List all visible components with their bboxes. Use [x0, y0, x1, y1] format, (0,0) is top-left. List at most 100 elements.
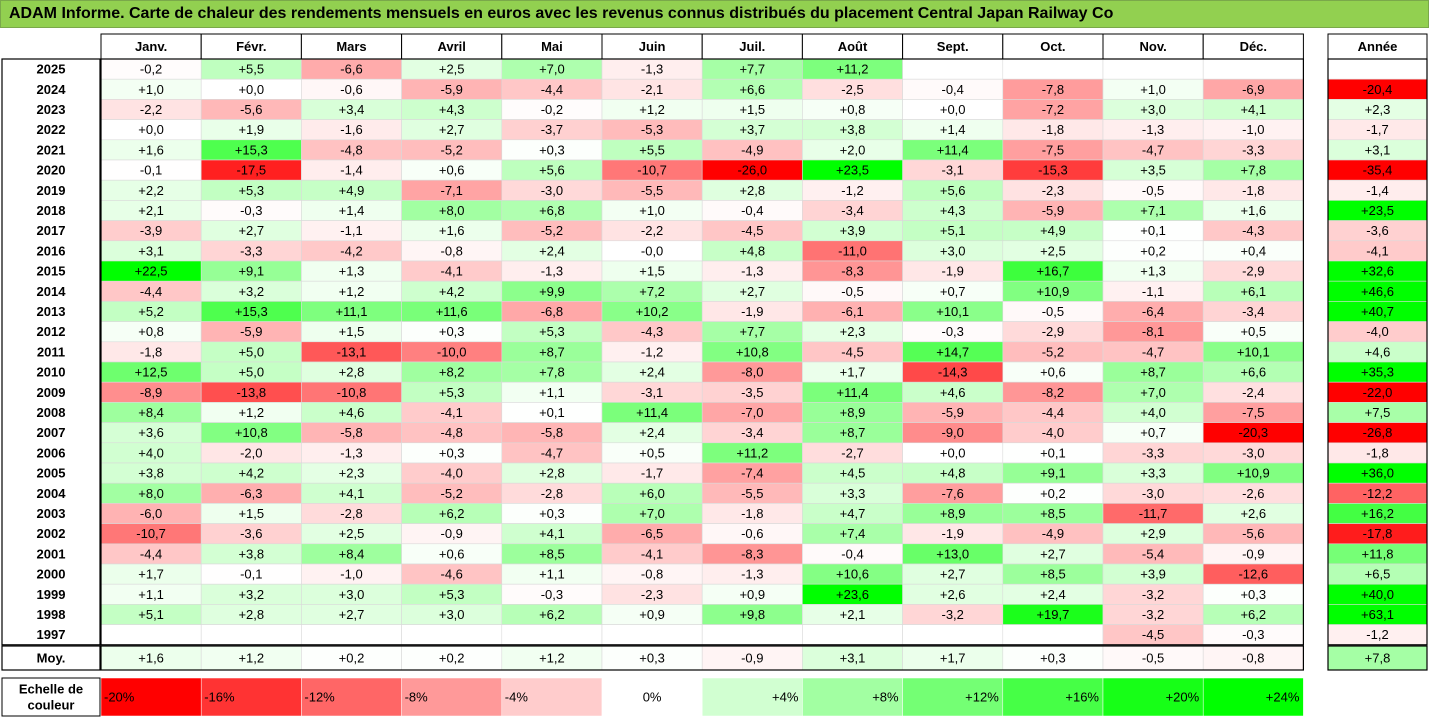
heat-cell-value: +0,1 [539, 405, 565, 420]
heat-cell-value: +3,2 [238, 284, 264, 299]
heat-cell-value: +3,8 [238, 546, 264, 561]
heat-cell-value: +1,6 [1240, 203, 1266, 218]
heat-cell-value: +1,7 [138, 567, 164, 582]
annual-cell-value: +23,5 [1361, 203, 1394, 218]
heat-cell-value: -2,8 [541, 486, 563, 501]
heat-cell-value: +2,0 [840, 142, 866, 157]
scale-swatch-label: +20% [1166, 690, 1200, 705]
heat-cell-value: +2,1 [840, 607, 866, 622]
heat-cell-value: +3,0 [1140, 102, 1166, 117]
annual-cell-value: +16,2 [1361, 506, 1394, 521]
heat-cell-value: -2,7 [841, 445, 863, 460]
scale-label-line2: couleur [28, 698, 75, 713]
heat-cell-value: +10,9 [1036, 284, 1069, 299]
heat-cell-value: +2,2 [138, 183, 164, 198]
annual-cell-value: -35,4 [1363, 163, 1393, 178]
average-cell [802, 645, 903, 671]
heat-cell-value: -1,3 [741, 264, 763, 279]
heat-cell-value: -4,8 [440, 425, 462, 440]
heat-cell-value: +23,5 [836, 163, 869, 178]
heat-cell-value: +0,2 [1040, 486, 1066, 501]
heat-cell-value: +10,8 [736, 344, 769, 359]
average-cell [301, 645, 402, 671]
heat-cell-value: -0,3 [541, 587, 563, 602]
annual-cell-value: -20,4 [1363, 82, 1393, 97]
heat-cell-value: -5,3 [641, 122, 663, 137]
heat-cell-value: -3,4 [1242, 304, 1264, 319]
heat-cell-value: +1,0 [639, 203, 665, 218]
heat-cell-value: +5,6 [539, 163, 565, 178]
heat-cell-value: +11,4 [837, 385, 869, 400]
heat-cell-value: -3,5 [741, 385, 763, 400]
heat-cell-value: -10,0 [437, 344, 467, 359]
heat-cell-value: +0,0 [940, 102, 966, 117]
heat-cell-value: -4,7 [1142, 344, 1164, 359]
scale-swatch-label: -20% [104, 690, 135, 705]
scale-swatch-label: -4% [505, 690, 529, 705]
year-label: 2006 [37, 445, 66, 460]
heat-cell-value: -3,4 [841, 203, 863, 218]
heat-cell-value: +0,1 [1040, 445, 1066, 460]
heat-cell-value: -5,9 [240, 324, 262, 339]
scale-swatch-label: -12% [304, 690, 335, 705]
heat-cell-value: -4,4 [1042, 405, 1064, 420]
heat-cell-value: +8,7 [840, 425, 866, 440]
heat-cell-value: +11,1 [336, 304, 368, 319]
month-header-cell [501, 33, 603, 60]
heat-cell-value: +3,6 [138, 425, 164, 440]
heat-cell-value: +10,9 [1237, 466, 1270, 481]
scale-swatch-label: 0% [643, 690, 662, 705]
annual-cell-value: -26,8 [1363, 425, 1393, 440]
heat-cell-value: -4,4 [140, 284, 162, 299]
heat-cell-value: -4,5 [741, 223, 763, 238]
heat-cell-value: -4,5 [1142, 627, 1164, 642]
heat-cell-value: -3,9 [140, 223, 162, 238]
heat-cell [1002, 58, 1104, 80]
annual-cell-value: +3,1 [1365, 142, 1391, 157]
average-cell-value: -0,9 [741, 651, 763, 666]
annual-cell-value: +40,0 [1361, 587, 1394, 602]
heat-cell-value: -10,7 [637, 163, 667, 178]
heat-cell-value: +6,6 [739, 82, 765, 97]
annual-cell [1327, 58, 1428, 80]
average-cell [401, 645, 503, 671]
months-body-border [100, 58, 1305, 646]
heat-cell-value: -2,2 [641, 223, 663, 238]
heat-cell-value: -1,0 [340, 567, 362, 582]
average-cell [902, 645, 1004, 671]
heat-cell [100, 624, 202, 646]
heat-cell-value: +5,3 [439, 587, 465, 602]
heat-cell-value: +1,0 [1140, 82, 1166, 97]
heat-cell-value: -0,3 [1242, 627, 1264, 642]
heat-cell-value: +2,6 [1240, 506, 1266, 521]
heat-cell-value: -0,3 [240, 203, 262, 218]
heat-cell-value: +1,1 [539, 567, 565, 582]
heat-cell-value: -6,0 [140, 506, 162, 521]
annual-cell-value: -1,7 [1366, 122, 1388, 137]
year-label: 2012 [37, 324, 66, 339]
heat-cell-value: -5,2 [1042, 344, 1064, 359]
heat-cell-value: +4,2 [238, 466, 264, 481]
heat-cell [902, 58, 1004, 80]
heat-cell-value: +0,8 [138, 324, 164, 339]
heat-cell-value: +1,9 [238, 122, 264, 137]
heat-cell-value: -0,5 [841, 284, 863, 299]
annual-body-border [1327, 58, 1428, 646]
heat-cell-value: +8,4 [339, 546, 365, 561]
scale-swatch-label: +4% [772, 690, 799, 705]
heat-cell-value: +4,3 [940, 203, 966, 218]
heat-cell-value: -7,8 [1042, 82, 1064, 97]
heat-cell-value: +0,3 [539, 506, 565, 521]
heat-cell [501, 624, 603, 646]
annual-cell-value: +40,7 [1361, 304, 1394, 319]
average-annual-cell [1327, 645, 1428, 671]
scale-swatch [802, 677, 903, 717]
heat-cell-value: +2,1 [138, 203, 164, 218]
average-cell-value: +0,3 [1040, 651, 1066, 666]
heat-cell-value: +0,1 [1140, 223, 1166, 238]
heat-cell-value: +2,9 [1140, 526, 1166, 541]
average-cell-value: +1,2 [539, 651, 565, 666]
heat-cell-value: +6,0 [639, 486, 665, 501]
heat-cell-value: -4,9 [1042, 526, 1064, 541]
heat-cell-value: -10,8 [337, 385, 367, 400]
